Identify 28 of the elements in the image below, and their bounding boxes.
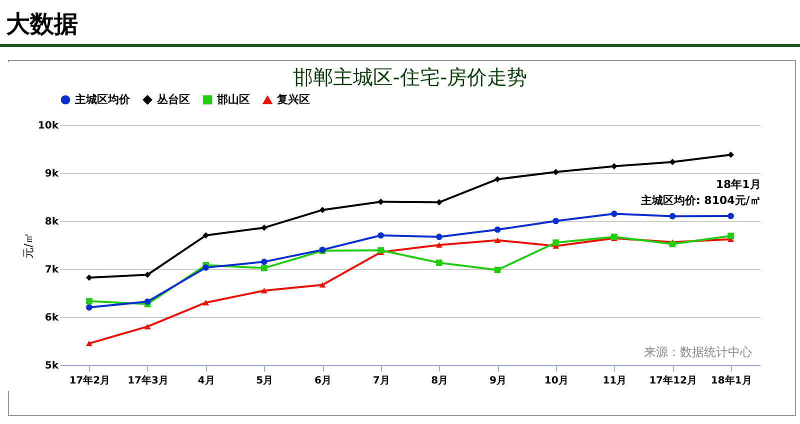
x-tick-label: 11月 [602, 376, 627, 386]
x-tick-label: 5月 [256, 376, 274, 386]
legend-label: 复兴区 [276, 93, 310, 106]
y-tick-label: 10k [38, 120, 59, 132]
y-axis-title: 元/㎡ [22, 232, 35, 258]
y-tick-label: 9k [44, 168, 59, 180]
x-tick-label: 17年12月 [649, 374, 697, 386]
y-tick-label: 5k [44, 360, 59, 372]
x-tick-label: 10月 [544, 376, 568, 386]
annotation: 18年1月 [716, 178, 761, 192]
x-tick-label: 7月 [372, 376, 390, 386]
y-tick-label: 8k [44, 216, 59, 228]
chart-title: 邯郸主城区-住宅-房价走势 [292, 65, 528, 89]
x-tick-label: 4月 [198, 376, 215, 386]
annotation: 主城区均价: 8104元/㎡ [640, 194, 761, 208]
legend-label: 邯山区 [216, 92, 250, 106]
annotation: 来源：数据统计中心 [644, 345, 752, 359]
x-tick-label: 18年1月 [710, 374, 752, 386]
y-tick-label: 7k [44, 264, 59, 276]
x-tick-label: 8月 [431, 376, 448, 386]
x-tick-label: 6月 [314, 376, 332, 386]
legend-label: 丛台区 [156, 92, 190, 106]
x-tick-label: 17年3月 [128, 374, 168, 386]
legend-label: 主城区均价 [74, 92, 131, 106]
y-tick-label: 6k [44, 312, 59, 324]
x-tick-label: 17年2月 [69, 374, 110, 386]
text: 大数据 [6, 9, 78, 40]
x-tick-label: 9月 [490, 376, 506, 386]
